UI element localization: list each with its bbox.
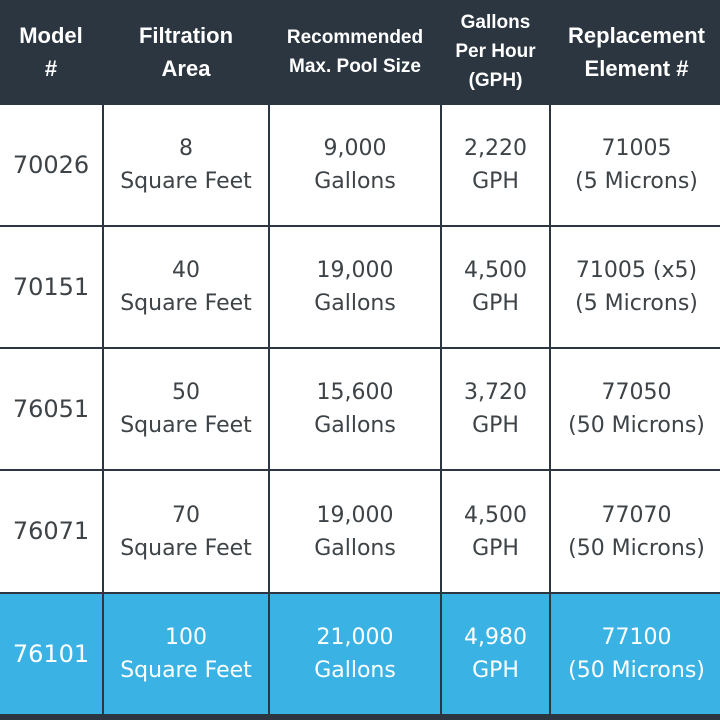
- gph-value: 4,500: [464, 502, 527, 528]
- area-unit: Square Feet: [120, 658, 252, 683]
- element-microns: (5 Microns): [575, 291, 698, 316]
- gph-cell: 3,720 GPH: [442, 349, 549, 469]
- area-value: 70: [172, 502, 200, 528]
- gph-value: 2,220: [464, 136, 527, 161]
- area-unit: Square Feet: [120, 169, 252, 194]
- model-number: 70026: [12, 150, 90, 179]
- gph-value: 4,980: [464, 625, 527, 650]
- element-number: 77100: [601, 625, 672, 650]
- pool-size-unit: Gallons: [314, 291, 396, 316]
- element-number: 71005 (x5): [575, 258, 698, 283]
- area-unit: Square Feet: [120, 413, 252, 438]
- area-value: 100: [165, 625, 207, 650]
- pool-size-value: 19,000: [316, 258, 394, 283]
- header-gph-line2: Per Hour: [455, 41, 536, 62]
- header-element-line2: Element #: [584, 55, 689, 81]
- area-value: 40: [172, 258, 200, 283]
- gph-cell: 4,500 GPH: [442, 227, 549, 347]
- model-cell: 70026: [0, 105, 102, 225]
- header-area-line2: Area: [161, 55, 211, 81]
- area-cell: 50 Square Feet: [104, 349, 268, 469]
- element-microns: (50 Microns): [568, 535, 705, 561]
- pool-size-value: 19,000: [316, 502, 394, 528]
- area-value: 50: [172, 380, 200, 405]
- header-gph-line3: (GPH): [468, 70, 523, 91]
- area-cell: 8 Square Feet: [104, 105, 268, 225]
- header-area-line1: Filtration: [138, 22, 234, 48]
- highlighted-area-cell: 100 Square Feet: [104, 594, 268, 714]
- gph-value: 4,500: [464, 258, 527, 283]
- pool-size-value: 15,600: [316, 380, 394, 405]
- pool-size-unit: Gallons: [314, 169, 396, 194]
- pool-size-value: 9,000: [323, 136, 387, 161]
- header-pool-line1: Recommended: [286, 26, 424, 48]
- model-number: 76101: [12, 639, 90, 668]
- highlighted-pool-size-cell: 21,000 Gallons: [270, 594, 440, 714]
- area-cell: 70 Square Feet: [104, 471, 268, 592]
- model-cell: 76051: [0, 349, 102, 469]
- pool-size-cell: 19,000 Gallons: [270, 227, 440, 347]
- pool-size-cell: 19,000 Gallons: [270, 471, 440, 592]
- pool-size-cell: 15,600 Gallons: [270, 349, 440, 469]
- model-number: 70151: [12, 272, 90, 301]
- element-microns: (50 Microns): [568, 658, 705, 683]
- area-unit: Square Feet: [120, 291, 252, 316]
- element-number: 77070: [601, 502, 672, 528]
- header-model-line1: Model: [19, 22, 83, 48]
- pool-size-unit: Gallons: [314, 413, 396, 438]
- element-microns: (50 Microns): [568, 413, 705, 438]
- element-number: 71005: [601, 136, 672, 161]
- area-cell: 40 Square Feet: [104, 227, 268, 347]
- pool-size-unit: Gallons: [314, 658, 396, 683]
- header-model: Model #: [0, 0, 102, 103]
- element-cell: 71005 (5 Microns): [551, 105, 720, 225]
- pool-size-value: 21,000: [316, 625, 394, 650]
- pool-size-unit: Gallons: [314, 535, 396, 561]
- header-filtration-area: Filtration Area: [104, 0, 268, 103]
- header-pool-line2: Max. Pool Size: [289, 55, 421, 77]
- highlighted-model-cell: 76101: [0, 594, 102, 714]
- gph-unit: GPH: [472, 658, 519, 683]
- highlighted-element-cell: 77100 (50 Microns): [551, 594, 720, 714]
- header-gph: Gallons Per Hour (GPH): [442, 0, 549, 103]
- model-cell: 76071: [0, 471, 102, 592]
- header-pool-size: Recommended Max. Pool Size: [270, 0, 440, 103]
- gph-unit: GPH: [472, 413, 519, 438]
- area-unit: Square Feet: [120, 535, 252, 561]
- area-value: 8: [179, 136, 193, 161]
- model-cell: 70151: [0, 227, 102, 347]
- gph-unit: GPH: [472, 535, 519, 561]
- gph-cell: 2,220 GPH: [442, 105, 549, 225]
- gph-value: 3,720: [464, 380, 527, 405]
- gph-cell: 4,500 GPH: [442, 471, 549, 592]
- element-number: 77050: [601, 380, 672, 405]
- gph-unit: GPH: [472, 169, 519, 194]
- header-replacement-element: Replacement Element #: [551, 0, 720, 103]
- element-cell: 77070 (50 Microns): [551, 471, 720, 592]
- model-number: 76051: [12, 394, 90, 423]
- highlighted-gph-cell: 4,980 GPH: [442, 594, 549, 714]
- header-gph-line1: Gallons: [460, 12, 531, 33]
- header-element-line1: Replacement: [568, 22, 705, 48]
- model-number: 76071: [12, 517, 90, 545]
- element-cell: 77050 (50 Microns): [551, 349, 720, 469]
- gph-unit: GPH: [472, 291, 519, 316]
- header-model-line2: #: [44, 55, 58, 81]
- element-microns: (5 Microns): [575, 169, 698, 194]
- pool-size-cell: 9,000 Gallons: [270, 105, 440, 225]
- element-cell: 71005 (x5) (5 Microns): [551, 227, 720, 347]
